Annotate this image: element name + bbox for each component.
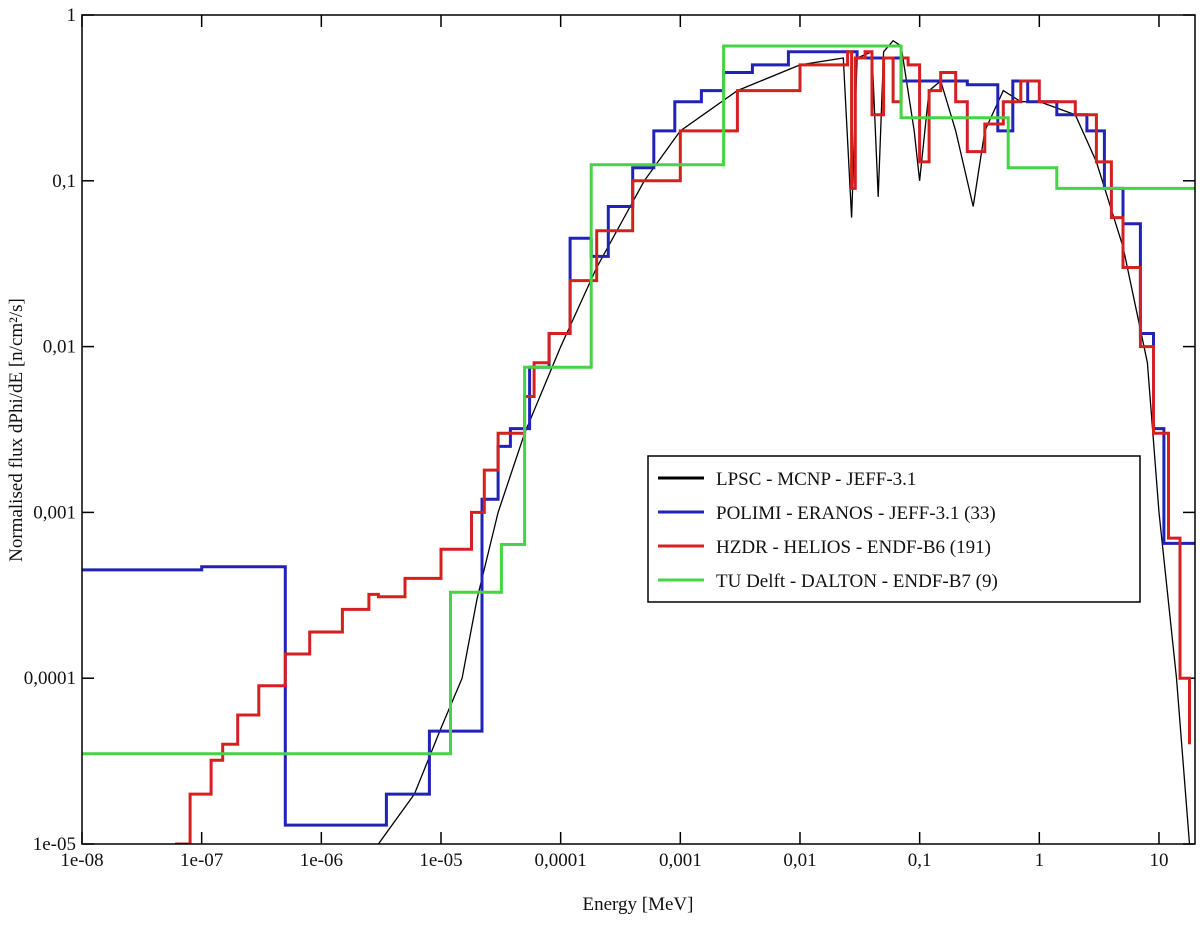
y-tick-label: 0,001 xyxy=(33,502,76,523)
legend-label: LPSC - MCNP - JEFF-3.1 xyxy=(716,469,916,490)
y-tick-label: 0,1 xyxy=(52,171,76,192)
y-axis-label: Normalised flux dPhi/dE [n/cm²/s] xyxy=(6,298,27,562)
x-tick-label: 1e-06 xyxy=(300,850,343,871)
x-tick-label: 1e-08 xyxy=(60,850,103,871)
x-tick-label: 0,1 xyxy=(908,850,932,871)
plot-frame xyxy=(81,14,1196,845)
x-tick-label: 1e-07 xyxy=(180,850,223,871)
series-line xyxy=(82,44,1195,756)
legend-label: TU Delft - DALTON - ENDF-B7 (9) xyxy=(716,571,998,592)
legend-label: HZDR - HELIOS - ENDF-B6 (191) xyxy=(716,537,991,558)
y-tick-label: 0,0001 xyxy=(24,668,76,689)
x-tick-label: 1e-05 xyxy=(419,850,462,871)
y-tick-label: 1 xyxy=(67,5,77,26)
x-axis-label: Energy [MeV] xyxy=(583,894,694,915)
y-tick-label: 0,01 xyxy=(43,337,76,358)
x-tick-label: 0,0001 xyxy=(535,850,587,871)
series-line xyxy=(175,50,1191,844)
x-tick-label: 0,01 xyxy=(783,850,816,871)
x-tick-label: 1 xyxy=(1035,850,1045,871)
x-tick-label: 10 xyxy=(1149,850,1168,871)
legend-box xyxy=(647,455,1141,603)
plot-lines xyxy=(82,39,1195,844)
legend-label: POLIMI - ERANOS - JEFF-3.1 (33) xyxy=(716,503,996,524)
y-tick-label: 1e-05 xyxy=(33,834,76,855)
x-tick-label: 0,001 xyxy=(659,850,702,871)
series-line xyxy=(377,39,1191,844)
